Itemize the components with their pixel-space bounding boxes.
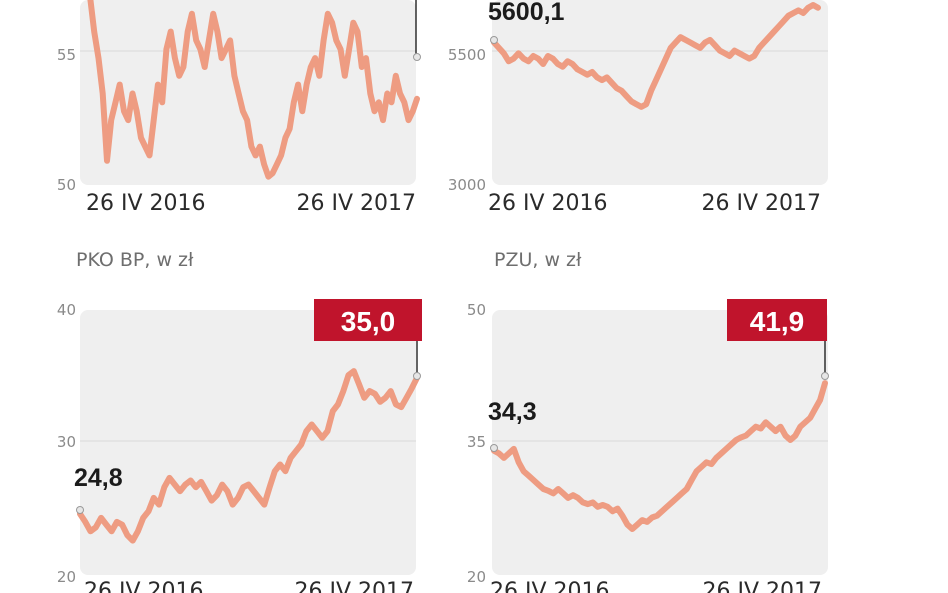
end-value-badge-text: 35,0 (341, 306, 396, 337)
end-point-marker (413, 372, 421, 380)
y-tick-label: 30 (57, 433, 76, 451)
end-point-marker (821, 372, 829, 380)
y-tick-label: 20 (57, 568, 76, 586)
x-tick-label: 26 IV 2016 (84, 579, 204, 593)
chart-title: PZU, w zł (494, 249, 582, 271)
chart-title: PKO BP, w zł (76, 249, 194, 271)
series-line (77, 368, 420, 544)
x-tick-label: 26 IV 2017 (702, 579, 822, 593)
series-line (491, 2, 821, 110)
start-point-marker (490, 36, 498, 44)
start-value-label: 24,8 (74, 464, 123, 492)
x-tick-label: 26 IV 2017 (701, 191, 821, 216)
y-tick-label: 3000 (448, 176, 486, 194)
x-tick-label: 26 IV 2017 (296, 191, 416, 216)
end-value-badge (314, 299, 422, 341)
y-tick-label: 40 (57, 301, 76, 319)
series-line (491, 380, 828, 532)
x-tick-label: 26 IV 2016 (86, 191, 206, 216)
plot-background (492, 0, 828, 185)
y-tick-label: 35 (467, 433, 486, 451)
x-tick-label: 26 IV 2016 (488, 191, 608, 216)
y-tick-label: 55 (57, 46, 76, 64)
start-point-marker (490, 444, 498, 452)
end-value-badge-text: 41,9 (750, 306, 805, 337)
chart-panel-pzu: PZU, w zł 50 35 20 34,3 41,9 26 IV 2016 … (467, 249, 829, 593)
chart-panel-top-left: 55 50 26 IV 2016 26 IV 2017 (57, 0, 421, 216)
plot-background (492, 310, 828, 575)
y-tick-label: 20 (467, 568, 486, 586)
end-value-badge (727, 299, 827, 341)
y-tick-label: 50 (57, 176, 76, 194)
y-tick-label: 5500 (448, 46, 486, 64)
chart-panel-pko-bp: PKO BP, w zł 40 30 20 24,8 35,0 26 IV 20… (57, 249, 422, 593)
y-tick-label: 50 (467, 301, 486, 319)
start-value-label: 5600,1 (488, 0, 565, 26)
series-line (87, 0, 420, 180)
x-tick-label: 26 IV 2017 (294, 579, 414, 593)
x-tick-label: 26 IV 2016 (490, 579, 610, 593)
plot-background (80, 0, 416, 185)
chart-panel-top-right: 5500 3000 5600,1 26 IV 2016 26 IV 2017 (448, 0, 828, 216)
plot-background (80, 310, 416, 575)
start-point-marker (76, 506, 84, 514)
end-point-marker (413, 53, 421, 61)
start-value-label: 34,3 (488, 398, 537, 426)
